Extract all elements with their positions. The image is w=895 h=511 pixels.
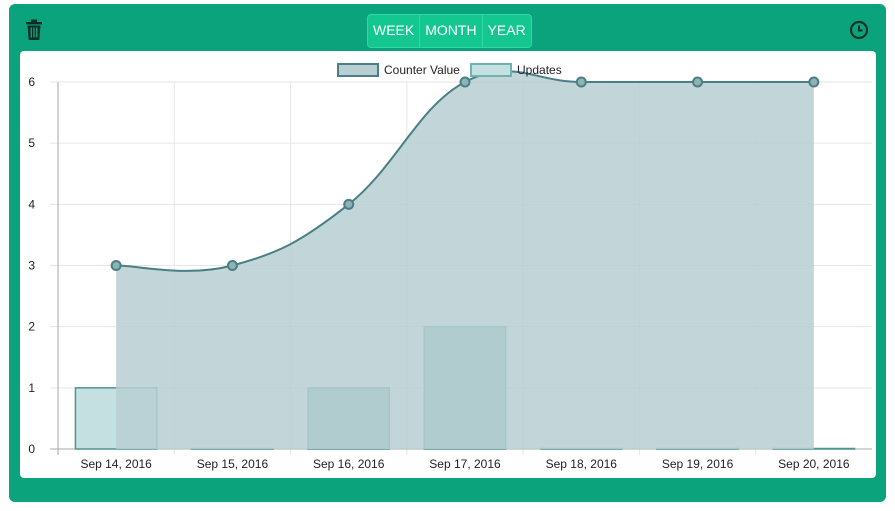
range-week-button[interactable]: WEEK xyxy=(368,15,421,47)
x-tick-label: Sep 16, 2016 xyxy=(313,457,385,471)
counter-value-point xyxy=(575,76,587,88)
legend-label-counter: Counter Value xyxy=(384,63,460,77)
legend-swatch-counter xyxy=(337,63,379,77)
y-tick-label: 6 xyxy=(28,75,35,89)
legend: Counter Value Updates xyxy=(337,63,562,77)
range-toggle: WEEK MONTH YEAR xyxy=(367,14,532,48)
y-tick-label: 5 xyxy=(28,136,35,150)
range-year-button[interactable]: YEAR xyxy=(487,22,526,38)
x-tick-label: Sep 18, 2016 xyxy=(546,457,618,471)
counter-value-point xyxy=(226,260,238,271)
counter-value-point xyxy=(459,76,471,88)
y-tick-label: 0 xyxy=(28,442,35,456)
trash-icon[interactable] xyxy=(22,18,46,42)
legend-label-updates: Updates xyxy=(517,63,562,77)
counter-value-point xyxy=(110,260,122,271)
legend-swatch-updates xyxy=(470,63,512,77)
counter-value-point xyxy=(343,198,355,210)
y-tick-label: 3 xyxy=(28,259,35,273)
chart-panel: 0 1 2 3 4 5 6 Sep 14, 2016 Sep 15, 2016 Sep 16, 2… xyxy=(20,51,876,478)
counter-value-area xyxy=(116,71,814,450)
y-tick-label: 1 xyxy=(28,381,35,395)
clock-icon[interactable] xyxy=(847,18,871,42)
chart-svg: 0 1 2 3 4 5 6 Sep 14, 2016 Sep 15, 2016 Sep 16, 2… xyxy=(28,63,872,471)
x-tick-label: Sep 19, 2016 xyxy=(662,457,734,471)
counter-value-point xyxy=(692,76,704,88)
x-tick-label: Sep 17, 2016 xyxy=(429,457,501,471)
counter-value-point xyxy=(808,76,820,88)
chart-card: WEEK MONTH YEAR 0 1 2 3 4 5 6 Sep 14, 2016 Sep 1… xyxy=(9,4,886,502)
y-tick-label: 4 xyxy=(28,197,35,211)
range-month-button[interactable]: MONTH xyxy=(420,15,483,47)
x-tick-label: Sep 14, 2016 xyxy=(80,457,152,471)
y-tick-label: 2 xyxy=(28,320,35,334)
x-tick-label: Sep 15, 2016 xyxy=(197,457,269,471)
x-tick-label: Sep 20, 2016 xyxy=(778,457,850,471)
